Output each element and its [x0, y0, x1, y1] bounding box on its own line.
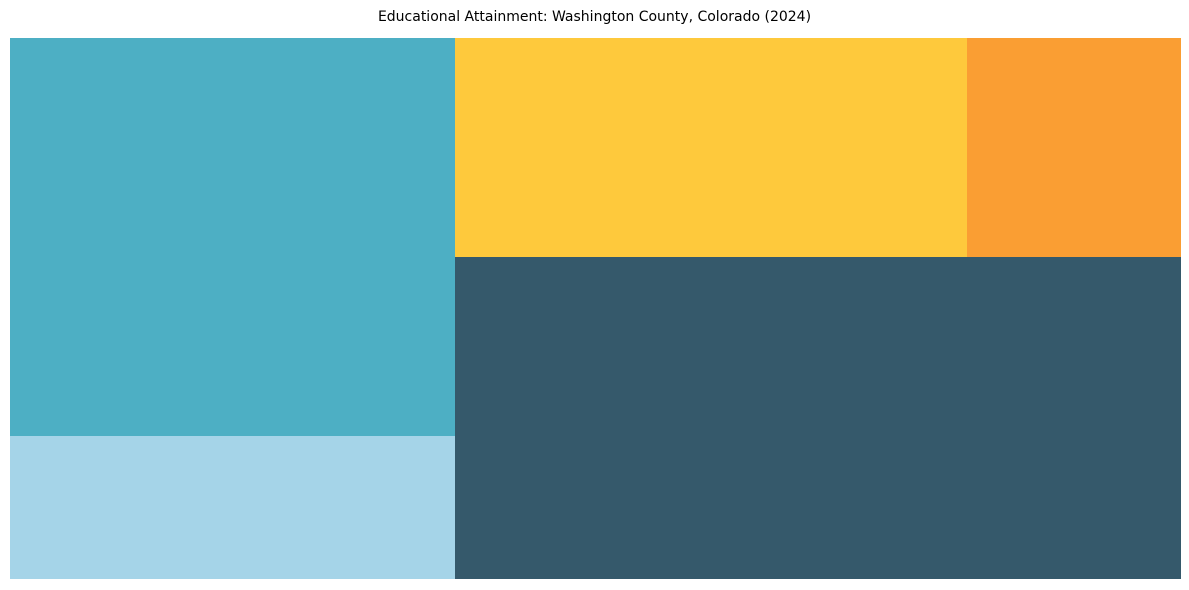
treemap-segment-dark-slate — [454, 256, 1181, 579]
treemap — [10, 38, 1181, 579]
chart-title: Educational Attainment: Washington Count… — [377, 9, 812, 25]
treemap-segment-yellow — [454, 38, 967, 257]
treemap-segment-orange — [966, 38, 1181, 257]
treemap-segment-light-blue — [10, 436, 455, 579]
treemap-segment-teal — [10, 38, 455, 437]
